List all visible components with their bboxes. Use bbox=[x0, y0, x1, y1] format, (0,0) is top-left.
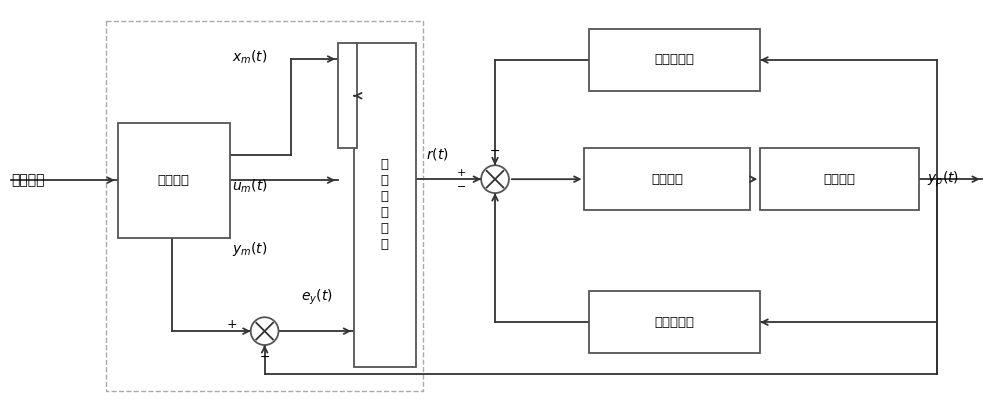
Text: +: + bbox=[457, 168, 466, 178]
Text: $e_y(t)$: $e_y(t)$ bbox=[301, 288, 333, 307]
Text: −: − bbox=[259, 351, 270, 364]
Text: +: + bbox=[226, 318, 237, 331]
Text: $y_p(t)$: $y_p(t)$ bbox=[927, 169, 959, 189]
Circle shape bbox=[481, 165, 509, 193]
Text: 基本控制器: 基本控制器 bbox=[655, 316, 695, 329]
Text: $r(t)$: $r(t)$ bbox=[426, 146, 448, 162]
Text: 转向系统: 转向系统 bbox=[824, 173, 856, 186]
Circle shape bbox=[251, 317, 279, 345]
Bar bbox=[584, 148, 750, 210]
Text: 助力电机: 助力电机 bbox=[651, 173, 683, 186]
Bar bbox=[589, 29, 760, 91]
Text: 反馈补偿器: 反馈补偿器 bbox=[655, 54, 695, 67]
Text: $y_m(t)$: $y_m(t)$ bbox=[232, 240, 267, 258]
Text: $x_m(t)$: $x_m(t)$ bbox=[232, 49, 267, 66]
Text: $u_m(t)$: $u_m(t)$ bbox=[232, 178, 268, 195]
Bar bbox=[760, 148, 919, 210]
Text: −: − bbox=[457, 182, 466, 192]
Bar bbox=[338, 43, 357, 148]
Text: 自
适
应
控
制
器: 自 适 应 控 制 器 bbox=[381, 159, 389, 252]
Text: 参考模型: 参考模型 bbox=[158, 174, 190, 187]
Text: 指令输入: 指令输入 bbox=[11, 173, 45, 187]
Bar bbox=[118, 123, 230, 238]
Bar bbox=[106, 21, 423, 391]
Bar bbox=[589, 291, 760, 353]
Bar bbox=[354, 43, 416, 367]
Text: −: − bbox=[490, 145, 500, 158]
